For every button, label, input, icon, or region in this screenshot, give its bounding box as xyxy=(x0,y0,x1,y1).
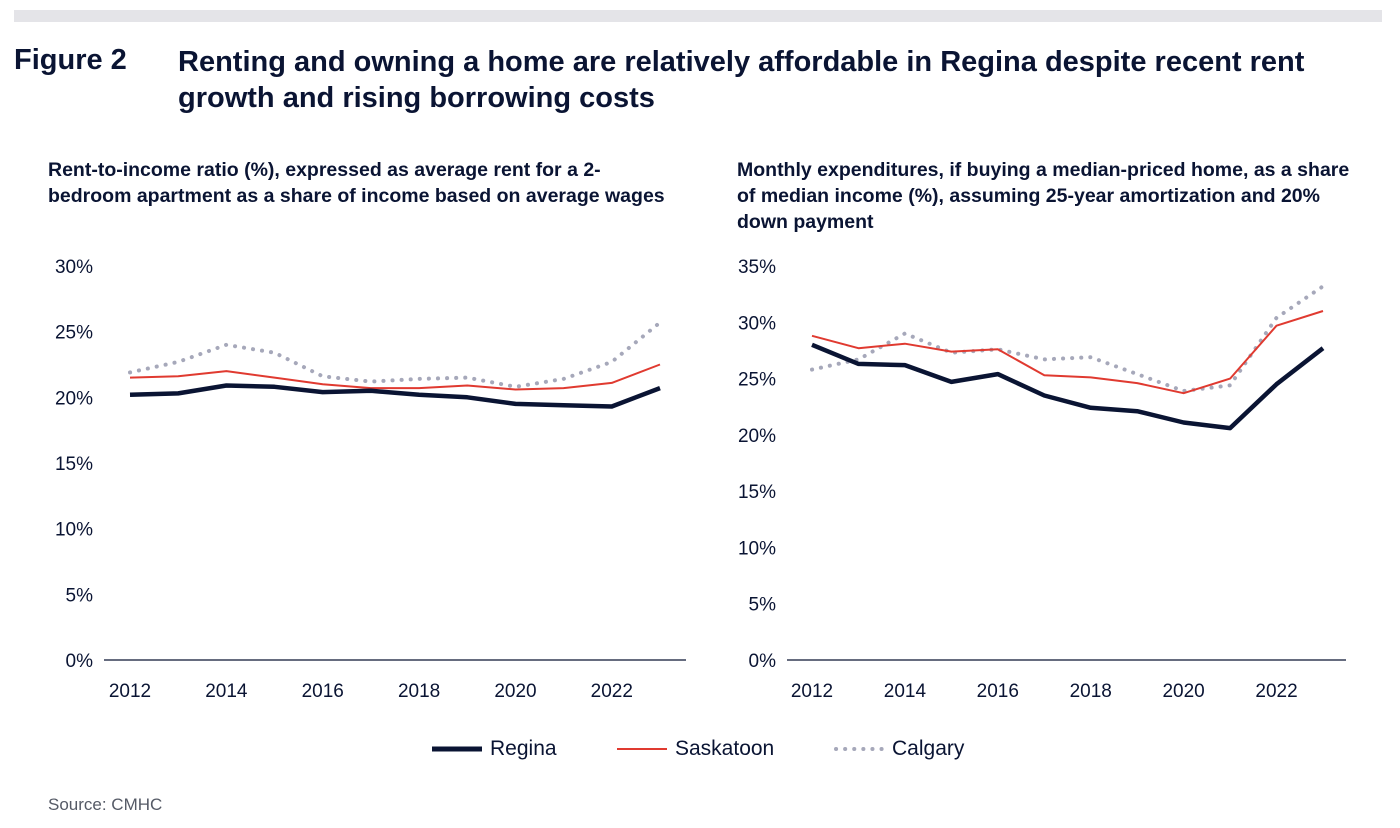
right-x-tick-label: 2012 xyxy=(791,681,833,702)
right-series-regina xyxy=(811,342,1325,431)
figure-label: Figure 2 xyxy=(14,44,127,76)
right-y-tick-label: 0% xyxy=(749,651,777,672)
left-series-calgary xyxy=(128,320,662,389)
left-y-tick-label: 0% xyxy=(66,651,94,672)
right-chart-title: Monthly expenditures, if buying a median… xyxy=(737,159,1350,233)
left-y-tick-label: 10% xyxy=(55,520,93,541)
ownership-cost-chart: 0% 5% 10% 15% 20% 25% 30% 35% 2012 2014 2016 2018 20… xyxy=(738,257,1346,702)
legend-label-regina: Regina xyxy=(490,737,557,760)
left-y-tick-label: 5% xyxy=(66,585,94,606)
left-y-tick-label: 15% xyxy=(55,454,93,475)
figure-title: Renting and owning a home are relatively… xyxy=(178,46,1305,114)
source-note: Source: CMHC xyxy=(48,795,163,814)
legend-label-saskatoon: Saskatoon xyxy=(675,737,775,760)
left-x-tick-label: 2014 xyxy=(205,681,248,702)
left-chart-title: Rent-to-income ratio (%), expressed as a… xyxy=(48,159,665,207)
legend-swatch-regina xyxy=(432,746,482,752)
rent-to-income-chart: 0% 5% 10% 15% 20% 25% 30% 2012 2014 2016 2018 2020 2… xyxy=(55,257,686,702)
left-x-tick-label: 2022 xyxy=(591,681,633,702)
legend-item-regina: Regina xyxy=(430,734,557,764)
top-rule xyxy=(14,10,1382,22)
left-x-tick-label: 2012 xyxy=(109,681,151,702)
right-series-saskatoon xyxy=(811,310,1324,395)
left-x-tick-label: 2020 xyxy=(494,681,536,702)
right-y-tick-label: 20% xyxy=(738,426,776,447)
right-x-tick-label: 2022 xyxy=(1255,681,1297,702)
legend-item-calgary: Calgary xyxy=(832,734,964,764)
right-x-tick-label: 2020 xyxy=(1162,681,1204,702)
right-y-tick-label: 10% xyxy=(738,538,776,559)
right-x-tick-label: 2016 xyxy=(977,681,1019,702)
right-x-tick-label: 2018 xyxy=(1070,681,1112,702)
right-y-tick-label: 35% xyxy=(738,257,776,278)
left-y-tick-label: 20% xyxy=(55,388,93,409)
right-y-tick-label: 5% xyxy=(749,595,777,616)
left-y-tick-label: 25% xyxy=(55,323,93,344)
left-x-tick-label: 2016 xyxy=(302,681,344,702)
right-series-calgary xyxy=(810,284,1325,393)
right-x-tick-label: 2014 xyxy=(884,681,927,702)
left-x-tick-label: 2018 xyxy=(398,681,440,702)
left-series-regina xyxy=(129,383,661,409)
right-y-tick-label: 25% xyxy=(738,370,776,391)
legend-swatch-calgary xyxy=(834,747,886,751)
legend-item-saskatoon: Saskatoon xyxy=(615,734,774,764)
legend: Regina Saskatoon Calgary xyxy=(0,734,1400,764)
legend-label-calgary: Calgary xyxy=(892,737,965,760)
left-y-tick-label: 30% xyxy=(55,257,93,278)
legend-swatch-saskatoon xyxy=(617,748,667,750)
right-y-tick-label: 15% xyxy=(738,482,776,503)
right-y-tick-label: 30% xyxy=(738,313,776,334)
left-series-saskatoon xyxy=(129,363,661,391)
